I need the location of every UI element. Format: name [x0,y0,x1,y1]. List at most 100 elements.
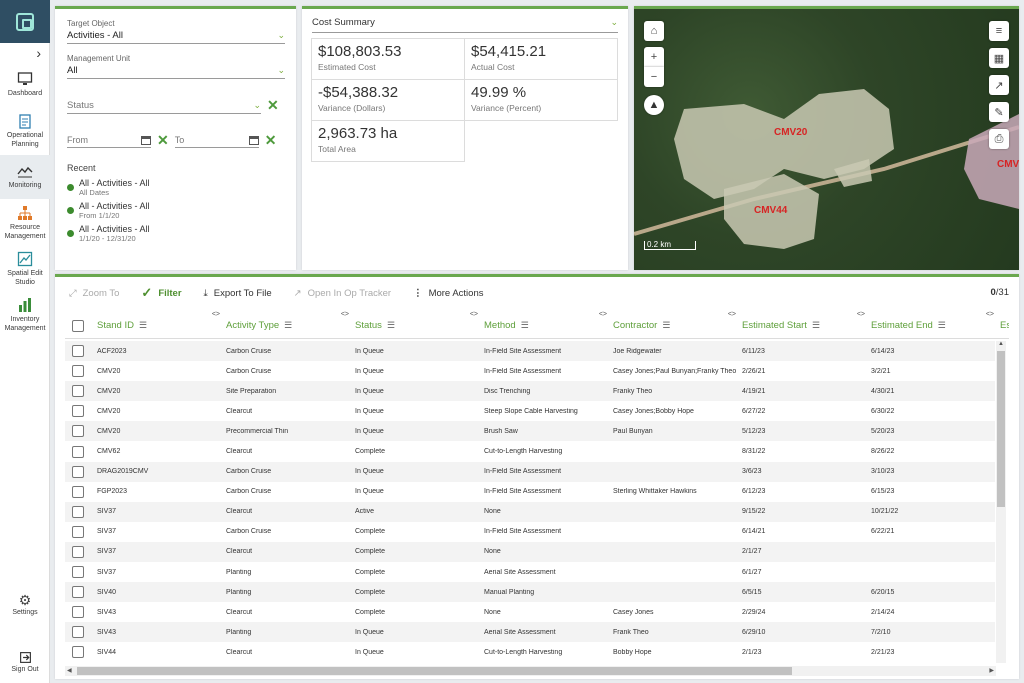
sort-icon[interactable]: ☰ [662,320,671,330]
open-external-button[interactable]: ↗ [989,75,1009,95]
scroll-right-icon[interactable]: ▶ [989,668,994,674]
row-checkbox[interactable] [72,505,84,518]
column-header-activity-type[interactable]: Activity Type ☰ <> [224,310,353,339]
row-checkbox[interactable] [72,465,84,478]
column-header-estimated-end[interactable]: Estimated End ☰ <> [869,310,998,339]
column-header-contractor[interactable]: Contractor ☰ <> [611,310,740,339]
vertical-scroll-thumb[interactable] [997,351,1005,507]
vertical-scrollbar[interactable]: ▲ [996,341,1006,663]
zoom-to-button[interactable]: ⤢ Zoom To [69,288,119,299]
target-object-select[interactable]: Activities - All ⌄ [67,28,285,44]
table-row[interactable]: DRAG2019CMV Carbon Cruise In Queue In-Field… [65,461,995,482]
column-header-method[interactable]: Method ☰ <> [482,310,611,339]
draw-button[interactable]: ✎ [989,102,1009,122]
row-checkbox[interactable] [72,345,84,358]
row-checkbox[interactable] [72,586,84,599]
table-row[interactable]: CMV20 Clearcut In Queue Steep Slope Cable H… [65,401,995,421]
table-row[interactable]: SIV40 Planting Complete Manual Planting 6/5/… [65,582,995,603]
qr-button[interactable]: ▦ [989,48,1009,68]
row-checkbox[interactable] [72,405,84,418]
zoom-in-button[interactable]: + [644,47,664,67]
table-row[interactable]: CMV20 Carbon Cruise In Queue In-Field Site … [65,361,995,381]
table-row[interactable]: SIV43 Clearcut Complete None Casey Jones 2/29… [65,602,995,622]
resize-handle[interactable]: <> [340,310,349,318]
resize-handle[interactable]: <> [985,310,994,318]
scroll-left-icon[interactable]: ◀ [67,668,72,674]
row-checkbox[interactable] [72,545,84,558]
management-unit-select[interactable]: All ⌄ [67,63,285,79]
more-actions-button[interactable]: ⋮ More Actions [413,288,483,299]
status-select[interactable]: Status ⌄ [67,98,261,114]
column-header-estimated-start[interactable]: Estimated Start ☰ <> [740,310,869,339]
table-row[interactable]: CMV20 Site Preparation In Queue Disc Trench… [65,381,995,402]
resize-handle[interactable]: <> [211,310,220,318]
map-label-cmv20[interactable]: CMV20 [774,127,808,138]
row-checkbox[interactable] [72,566,84,579]
layers-menu-button[interactable]: ≡ [989,21,1009,41]
sidebar-item-inventory-management[interactable]: Inventory Management [0,293,50,337]
map-label-cmv44[interactable]: CMV44 [754,205,788,216]
row-checkbox[interactable] [72,365,84,378]
row-checkbox[interactable] [72,445,84,458]
table-row[interactable]: CMV20 Precommercial Thin In Queue Brush Saw… [65,421,995,442]
calendar-icon[interactable] [141,135,151,145]
table-row[interactable]: CMV62 Clearcut Complete Cut-to-Length Harve… [65,441,995,461]
sidebar-item-settings[interactable]: ⚙ Settings [0,592,50,616]
clear-to-button[interactable]: ✕ [264,132,277,148]
export-button[interactable]: ⤓ Export To File [204,288,272,299]
resize-handle[interactable]: <> [856,310,865,318]
map-panel[interactable]: CMV20 CMV44 CMV ⌂ + − ▲ ≡ ▦ ↗ ✎ ⎙ 0.2 km [634,6,1019,270]
table-row[interactable]: SIV37 Clearcut Complete None 2/1/27 [65,541,995,563]
from-date-field[interactable]: From [67,134,151,148]
table-row[interactable]: SIV37 Carbon Cruise Complete In-Field Site … [65,522,995,542]
column-header-status[interactable]: Status ☰ <> [353,310,482,339]
row-checkbox[interactable] [72,646,84,659]
sort-icon[interactable]: ☰ [386,320,396,330]
table-row[interactable]: SIV44 Clearcut In Queue Cut-to-Length Harve… [65,642,995,662]
table-row[interactable]: FGP2023 Carbon Cruise In Queue In-Field Sit… [65,482,995,502]
row-checkbox[interactable] [72,525,84,538]
table-row[interactable]: ACF2023 Carbon Cruise In Queue In-Field Sit… [65,341,995,362]
scroll-up-icon[interactable]: ▲ [998,341,1004,347]
resize-handle[interactable]: <> [727,310,736,318]
app-logo[interactable] [0,0,50,43]
sidebar-item-spatial-edit-studio[interactable]: Spatial Edit Studio [0,247,50,291]
sidebar-item-sign-out[interactable]: Sign Out [0,651,50,673]
recent-item[interactable]: All - Activities - All From 1/1/20 [67,201,284,220]
map-label-cmv[interactable]: CMV [997,159,1019,170]
clear-status-button[interactable]: ✕ [267,97,279,113]
sidebar-item-monitoring[interactable]: Monitoring [0,155,50,199]
sidebar-item-dashboard[interactable]: Dashboard [0,63,50,107]
expand-sidebar-button[interactable]: › [0,43,49,63]
table-row[interactable]: SIV43 Planting In Queue Aerial Site Assessm… [65,622,995,643]
row-checkbox[interactable] [72,385,84,398]
filter-button[interactable]: ✓ Filter [141,285,181,301]
row-checkbox[interactable] [72,485,84,498]
print-button[interactable]: ⎙ [989,129,1009,149]
table-row[interactable]: SIV37 Planting Complete Aerial Site Assessm… [65,562,995,582]
horizontal-scrollbar[interactable]: ◀ ▶ [65,666,996,676]
sidebar-item-resource-management[interactable]: Resource Management [0,201,50,245]
sort-icon[interactable]: ☰ [811,320,821,330]
sort-icon[interactable]: ☰ [284,320,293,330]
select-all-checkbox[interactable] [72,319,84,332]
sidebar-item-operational-planning[interactable]: Operational Planning [0,109,50,153]
row-checkbox[interactable] [72,606,84,619]
row-checkbox[interactable] [72,626,84,639]
cost-summary-select[interactable]: Cost Summary ⌄ [312,17,618,33]
recent-item[interactable]: All - Activities - All All Dates [67,178,284,197]
calendar-icon[interactable] [248,135,259,145]
column-header-stand-id[interactable]: Stand ID ☰ <> [95,310,224,339]
horizontal-scroll-thumb[interactable] [77,667,792,675]
sort-icon[interactable]: ☰ [520,320,529,330]
resize-handle[interactable]: <> [469,310,478,318]
column-header-truncated[interactable]: Es [998,313,1009,339]
clear-from-button[interactable]: ✕ [157,132,169,148]
recent-item[interactable]: All - Activities - All 1/1/20 - 12/31/20 [67,224,284,243]
table-row[interactable]: SIV37 Clearcut Active None 9/15/22 10/21/22 [65,501,995,522]
open-in-op-tracker-button[interactable]: ↗ Open In Op Tracker [294,288,391,299]
zoom-out-button[interactable]: − [644,67,664,87]
sort-icon[interactable]: ☰ [937,320,946,330]
compass-button[interactable]: ▲ [644,95,664,115]
resize-handle[interactable]: <> [598,310,607,318]
